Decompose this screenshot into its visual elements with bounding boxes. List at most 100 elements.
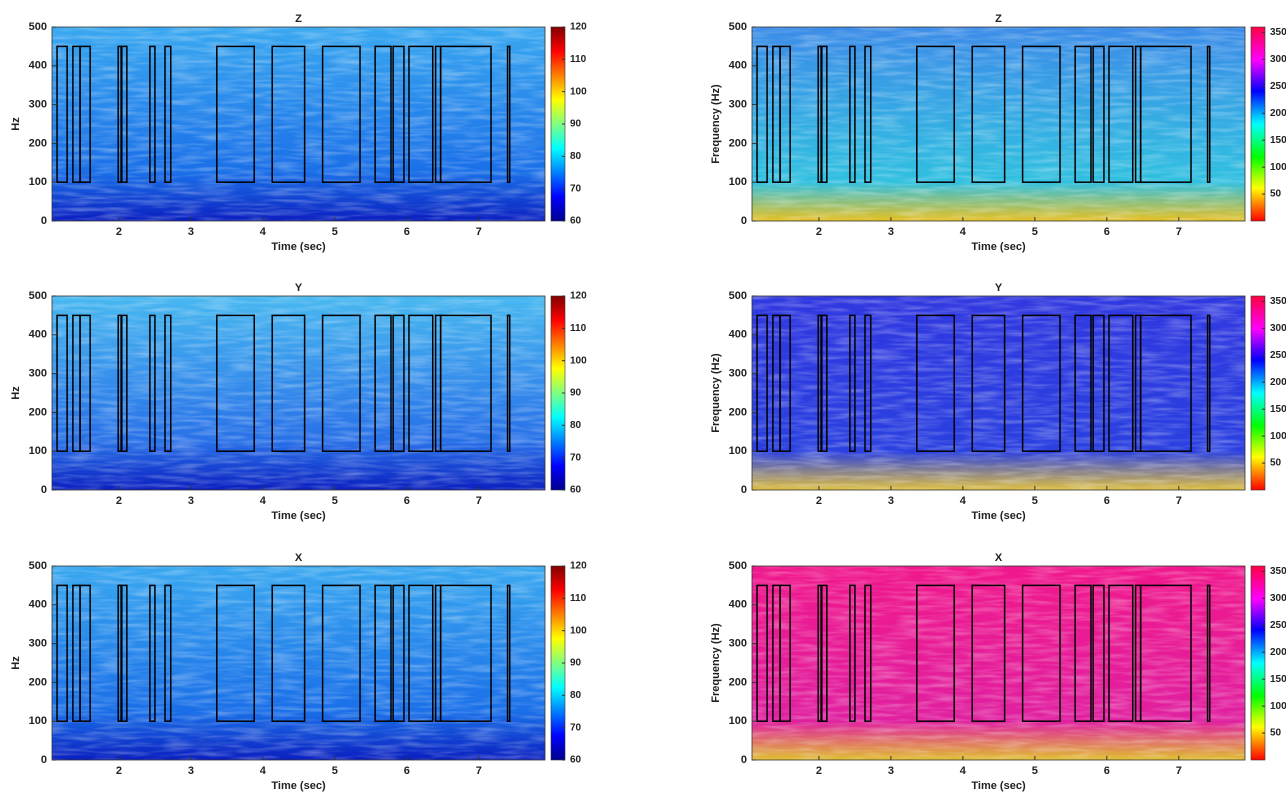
y-tick-label: 400 [29,329,47,341]
segment-box [756,45,768,183]
y-tick-label: 400 [729,329,747,341]
y-tick-label: 500 [29,21,47,33]
y-tick-label: 400 [729,599,747,611]
colorbar-tick-label: 110 [570,323,587,334]
x-tick-label: 3 [188,226,194,238]
spectrogram-texture [52,566,545,760]
y-axis-label: Frequency (Hz) [710,353,722,433]
y-tick-label: 0 [41,484,47,496]
segment-box [506,45,511,183]
y-tick-label: 100 [29,445,47,457]
y-tick-label: 300 [729,638,747,650]
segment-box [216,584,255,722]
segment-box [321,45,361,183]
y-axis-label: Frequency (Hz) [710,623,722,703]
x-tick-label: 6 [404,226,410,238]
segment-box [1092,45,1105,183]
segment-box [321,314,361,452]
colorbar [1250,565,1266,761]
colorbar [1250,26,1266,222]
y-axis-label: Hz [10,386,22,400]
segment-box [849,584,856,722]
colorbar-tick-label: 50 [1270,728,1282,739]
segment-box [1021,45,1061,183]
colorbar-tick-label: 110 [570,593,587,604]
plot-frame [51,295,546,491]
y-tick-label: 500 [729,290,747,302]
colorbar-tick-label: 250 [1270,81,1286,92]
x-axis-label: Time (sec) [971,241,1026,253]
x-tick-label: 5 [332,226,338,238]
x-tick-label: 4 [260,226,267,238]
spectrogram-texture [52,27,545,221]
y-axis-label: Frequency (Hz) [710,84,722,164]
segment-box [408,45,434,183]
segment-box [56,45,68,183]
y-tick-label: 500 [29,560,47,572]
segment-box [121,584,128,722]
x-tick-label: 4 [260,495,267,507]
segment-box [916,314,955,452]
x-tick-label: 4 [960,226,967,238]
x-tick-label: 5 [332,765,338,777]
segment-box [79,584,91,722]
y-tick-label: 0 [741,754,747,766]
spectrogram-texture [752,27,1245,221]
plot-frame [751,295,1246,491]
y-tick-label: 100 [729,445,747,457]
y-tick-label: 300 [29,368,47,380]
segment-box [971,584,1006,722]
chart-title: X [295,552,303,564]
colorbar-tick-label: 100 [1270,162,1286,173]
colorbar-tick-label: 300 [1270,593,1286,604]
segment-box [1139,584,1192,722]
segment-box [374,314,392,452]
colorbar-tick-label: 60 [570,216,582,227]
colorbar-tick-label: 350 [1270,566,1286,577]
x-tick-label: 7 [476,226,482,238]
plot-frame [51,26,546,222]
colorbar-tick-label: 80 [570,151,582,162]
segment-box [1074,314,1092,452]
colorbar-tick-label: 150 [1270,135,1286,146]
segment-box [271,314,306,452]
segment-box [392,45,405,183]
x-tick-label: 7 [1176,495,1182,507]
segment-box [164,45,172,183]
colorbar-tick-label: 350 [1270,27,1286,38]
x-tick-label: 5 [1032,765,1038,777]
y-tick-label: 100 [29,715,47,727]
y-axis-label: Hz [10,656,22,670]
y-tick-label: 0 [741,215,747,227]
plot-frame [51,565,546,761]
x-axis-label: Time (sec) [971,510,1026,522]
chart-title: X [995,552,1003,564]
segment-box [821,314,828,452]
chart-title: Z [295,13,302,25]
segment-box [1108,314,1134,452]
x-tick-label: 2 [116,765,122,777]
segment-box [864,45,872,183]
colorbar-tick-label: 100 [570,355,587,366]
y-tick-label: 300 [729,99,747,111]
segment-box [56,314,68,452]
y-tick-label: 200 [29,137,47,149]
segment-box [408,314,434,452]
segment-box [971,314,1006,452]
segment-box [756,314,768,452]
segment-box [79,314,91,452]
chart-title: Y [295,282,303,294]
colorbar-tick-label: 300 [1270,54,1286,65]
y-tick-label: 200 [729,406,747,418]
x-tick-label: 7 [1176,765,1182,777]
colorbar-tick-label: 150 [1270,674,1286,685]
spectrogram-texture [752,566,1245,760]
x-tick-label: 3 [188,495,194,507]
segment-box [1139,45,1192,183]
y-tick-label: 200 [29,406,47,418]
segment-box [1092,314,1105,452]
colorbar-tick-label: 70 [570,452,582,463]
colorbar-tick-label: 250 [1270,620,1286,631]
x-tick-label: 3 [188,765,194,777]
